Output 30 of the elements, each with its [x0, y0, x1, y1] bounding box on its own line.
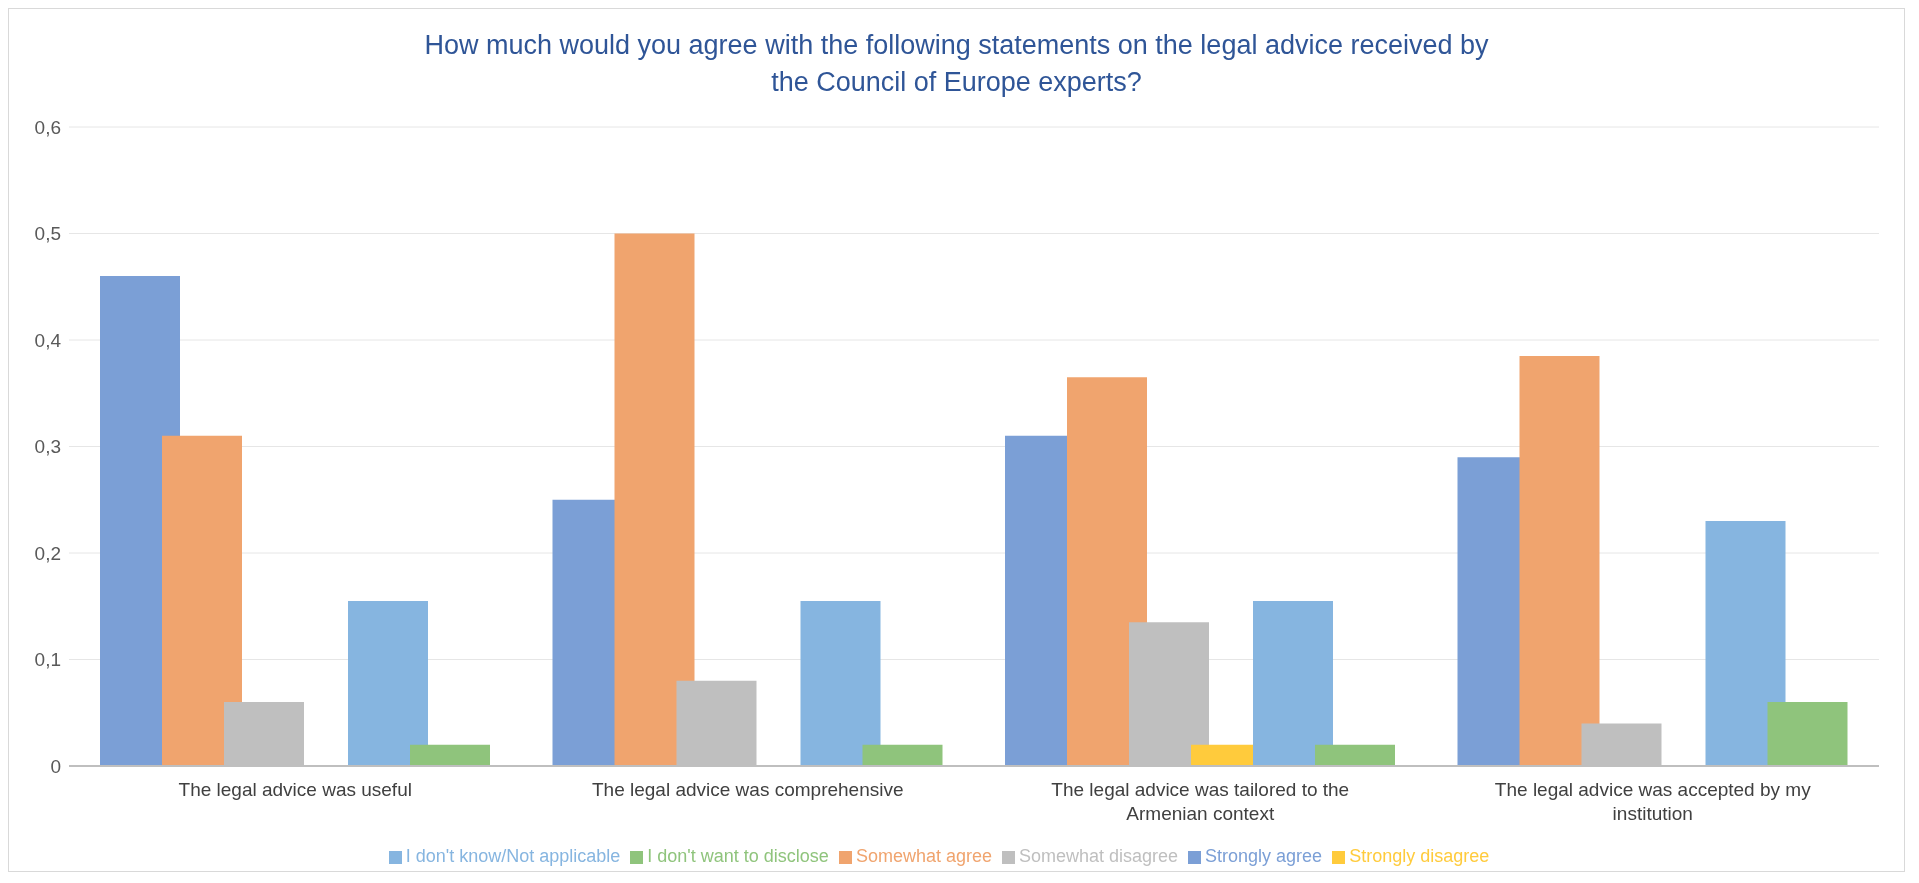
bar	[1253, 600, 1333, 766]
x-tick-label: The legal advice was accepted by my institution	[1494, 779, 1812, 824]
y-tick-label: 0	[50, 755, 61, 777]
bar	[1315, 744, 1395, 766]
bar	[410, 744, 490, 766]
bar	[800, 600, 881, 766]
bar	[1519, 355, 1600, 766]
legend-label: Strongly agree	[1205, 846, 1323, 866]
legend-label: I don't know/Not applicable	[405, 846, 621, 866]
bar	[348, 600, 428, 766]
legend-label: Somewhat agree	[855, 846, 992, 866]
y-tick-label: 0,2	[34, 542, 61, 564]
bar	[614, 233, 695, 766]
y-tick-label: 0,1	[34, 649, 61, 671]
bar	[1767, 702, 1848, 766]
x-tick-label: The legal advice was tailored to the Armenian context	[1051, 779, 1350, 824]
bar	[862, 744, 943, 766]
chart-title: How much would you agree with the following statements on the legal advice received by the Council of Europe experts?	[423, 29, 1490, 99]
y-tick-label: 0,3	[34, 436, 61, 458]
bar	[1067, 377, 1147, 766]
y-tick-label: 0,4	[34, 329, 62, 351]
bar	[162, 435, 242, 766]
bar	[1705, 521, 1786, 766]
y-tick-label: 0,5	[34, 223, 61, 245]
x-tick-label: The legal advice was comprehensive	[591, 779, 904, 800]
legend-label: Strongly disagree	[1349, 846, 1490, 866]
y-tick-label: 0,6	[34, 116, 61, 138]
legend-label: I don't want to disclose	[647, 846, 829, 866]
legend-label: Somewhat disagree	[1018, 846, 1179, 866]
x-tick-label: The legal advice was useful	[178, 779, 412, 800]
